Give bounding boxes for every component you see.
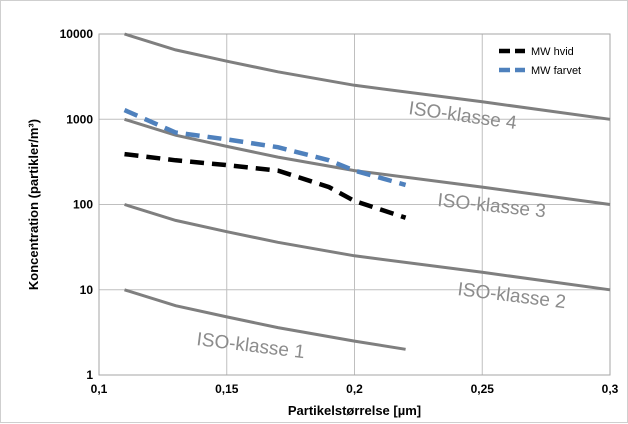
y-tick-label: 10: [80, 283, 94, 297]
iso-class-line: [124, 117, 611, 206]
legend-label: MW hvid: [531, 46, 574, 58]
x-tick-label: 0,15: [215, 382, 239, 396]
iso-class-line: [124, 203, 611, 292]
x-tick-label: 0,25: [471, 382, 495, 396]
x-tick-label: 0,2: [346, 382, 363, 396]
x-tick-label: 0,1: [91, 382, 108, 396]
y-tick-label: 1000: [66, 112, 93, 126]
x-axis-label: Partikelstørrelse [µm]: [288, 403, 421, 418]
y-tick-label: 100: [73, 198, 93, 212]
legend: MW hvid MW farvet: [499, 46, 581, 77]
x-tick-labels: 0,1 0,15 0,2 0,25 0,3: [91, 382, 619, 396]
y-axis-label: Koncentration (partikler/m³): [26, 119, 41, 290]
legend-label: MW farvet: [531, 65, 581, 77]
series-line: [123, 108, 407, 188]
series-line: [124, 151, 407, 220]
iso-class-label: ISO-klasse 2: [456, 279, 567, 313]
y-tick-label: 1: [86, 368, 93, 382]
measurement-series: [123, 108, 407, 220]
y-tick-labels: 1 10 100 1000 10000: [60, 27, 94, 382]
iso-class-line: [124, 32, 611, 121]
iso-class-label: ISO-klasse 1: [195, 329, 306, 363]
y-tick-label: 10000: [60, 27, 94, 41]
x-tick-label: 0,3: [602, 382, 619, 396]
iso-class-line: [124, 288, 406, 351]
iso-class-lines: [124, 32, 611, 351]
